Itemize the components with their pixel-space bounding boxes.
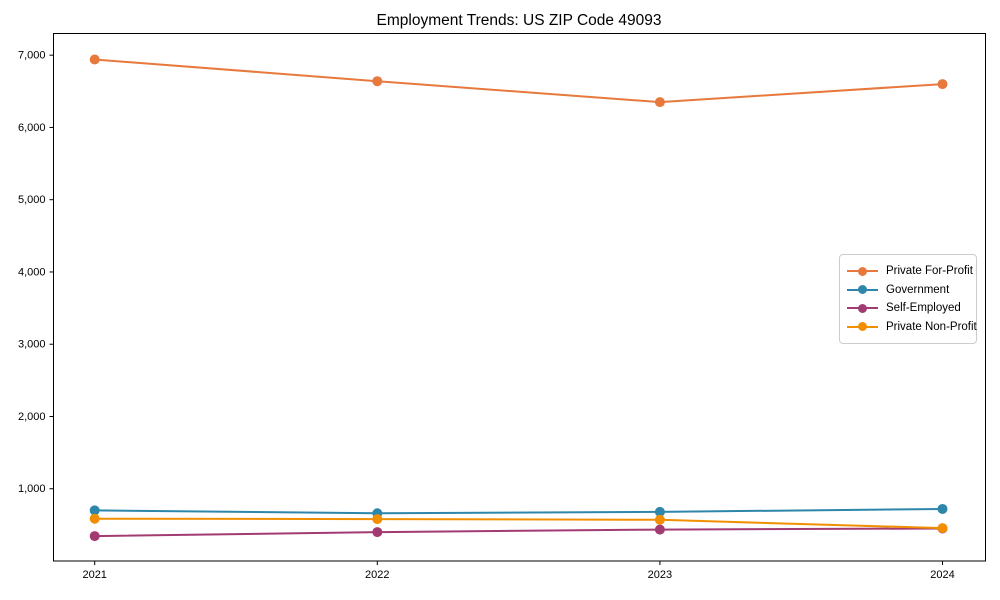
chart-title: Employment Trends: US ZIP Code 49093 bbox=[376, 12, 662, 29]
legend-line-marker-icon bbox=[847, 302, 878, 314]
legend-label: Government bbox=[886, 283, 950, 296]
x-tick-label: 2021 bbox=[82, 569, 106, 581]
y-tick-label: 2,000 bbox=[18, 411, 46, 423]
legend-line-marker-icon bbox=[847, 265, 878, 277]
legend-line-marker-icon bbox=[847, 321, 878, 333]
data-point-marker bbox=[937, 79, 948, 90]
x-tick-label: 2023 bbox=[648, 569, 672, 581]
data-point-marker bbox=[89, 513, 100, 524]
y-tick-label: 3,000 bbox=[18, 339, 46, 351]
data-point-marker bbox=[372, 514, 383, 525]
legend-item-self-employed: Self-Employed bbox=[847, 299, 968, 317]
legend-item-private-for-profit: Private For-Profit bbox=[847, 262, 973, 280]
axes-frame bbox=[53, 33, 986, 562]
series-line-private-for-profit bbox=[94, 58, 943, 104]
data-point-marker bbox=[372, 527, 383, 538]
data-point-marker bbox=[89, 505, 100, 516]
legend-item-private-non-profit: Private Non-Profit bbox=[847, 318, 977, 336]
data-point-marker bbox=[654, 514, 665, 525]
data-point-marker bbox=[654, 97, 665, 108]
y-tick-label: 5,000 bbox=[18, 194, 46, 206]
data-point-marker bbox=[654, 506, 665, 517]
x-tick-label: 2024 bbox=[930, 569, 954, 581]
series-line-private-non-profit bbox=[94, 517, 943, 530]
data-point-marker bbox=[372, 76, 383, 87]
y-tick-label: 6,000 bbox=[18, 122, 46, 134]
y-tick-label: 4,000 bbox=[18, 266, 46, 278]
y-tick-label: 7,000 bbox=[18, 50, 46, 62]
data-point-marker bbox=[937, 523, 948, 534]
data-point-marker bbox=[654, 524, 665, 535]
legend-label: Private Non-Profit bbox=[886, 320, 977, 333]
legend: Private For-Profit Government Self-Employe… bbox=[839, 254, 977, 344]
legend-label: Self-Employed bbox=[886, 302, 961, 315]
data-point-marker bbox=[89, 531, 100, 542]
series-line-self-employed bbox=[94, 527, 943, 538]
legend-line-marker-icon bbox=[847, 284, 878, 296]
data-point-marker bbox=[937, 503, 948, 514]
legend-label: Private For-Profit bbox=[886, 265, 973, 277]
legend-item-government: Government bbox=[847, 281, 968, 299]
y-tick-label: 1,000 bbox=[18, 483, 46, 495]
data-point-marker bbox=[89, 54, 100, 65]
series-line-government bbox=[94, 507, 943, 515]
x-tick-label: 2022 bbox=[365, 569, 389, 581]
